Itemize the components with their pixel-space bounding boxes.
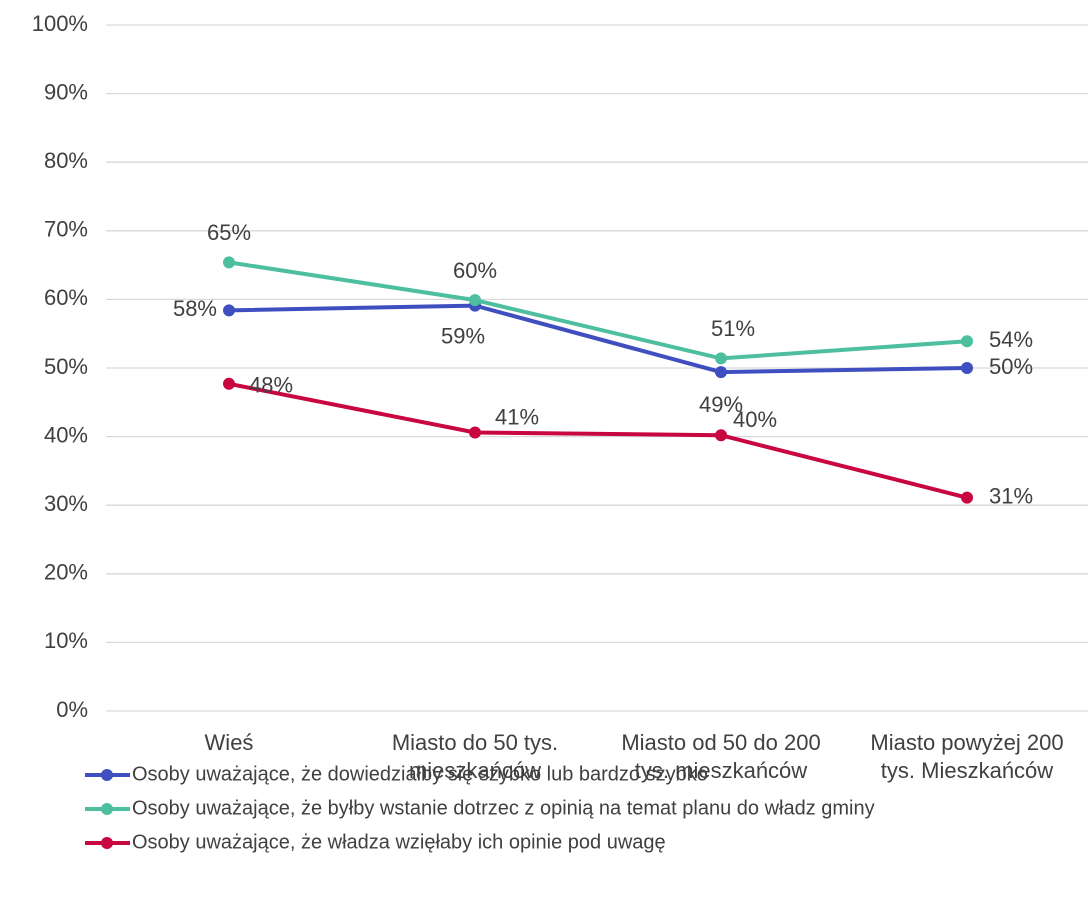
data-label: 40% (733, 407, 777, 432)
data-label: 50% (989, 354, 1033, 379)
point (961, 335, 973, 348)
y-tick-label: 60% (44, 285, 88, 310)
legend-marker (101, 769, 113, 781)
y-tick-label: 70% (44, 217, 88, 242)
y-tick-label: 40% (44, 422, 88, 447)
point (223, 256, 235, 269)
y-tick-label: 80% (44, 148, 88, 173)
x-tick-label: Miasto od 50 do 200 (621, 730, 820, 755)
point (961, 491, 973, 504)
data-label: 48% (249, 373, 293, 398)
data-label: 51% (711, 316, 755, 341)
legend-marker (101, 837, 113, 849)
series-line (228, 260, 968, 361)
y-tick-label: 0% (56, 697, 88, 722)
point (715, 429, 727, 442)
series-line (228, 381, 968, 500)
point (469, 426, 481, 439)
point (223, 377, 235, 390)
x-tick-label: Miasto do 50 tys. (392, 730, 558, 755)
point (469, 294, 481, 307)
point (961, 362, 973, 374)
data-label: 31% (989, 483, 1033, 508)
y-tick-label: 90% (44, 79, 88, 104)
point (223, 304, 235, 317)
y-tick-label: 30% (44, 491, 88, 516)
y-tick-label: 20% (44, 560, 88, 585)
legend-label: Osoby uważające, że dowiedziałby się szy… (132, 763, 708, 785)
legend-marker (101, 803, 113, 815)
x-tick-label: Wieś (205, 730, 254, 755)
data-label: 59% (441, 323, 485, 348)
x-tick-label: tys. Mieszkańców (881, 758, 1053, 783)
legend-label: Osoby uważające, że władza wzięłaby ich … (132, 831, 666, 853)
legend-label: Osoby uważające, że byłby wstanie dotrze… (132, 797, 875, 819)
x-tick-label: Miasto powyżej 200 (870, 730, 1063, 755)
data-label: 49% (699, 392, 743, 417)
series-line (228, 303, 968, 375)
data-label: 60% (453, 258, 497, 283)
y-tick-label: 100% (32, 11, 88, 36)
point (715, 352, 727, 365)
x-tick-label: mieszkańców (409, 758, 541, 783)
data-label: 54% (989, 327, 1033, 352)
data-label: 65% (207, 220, 251, 245)
point (715, 366, 727, 379)
data-label: 58% (173, 296, 217, 321)
y-tick-label: 10% (44, 628, 88, 653)
y-tick-label: 50% (44, 354, 88, 379)
data-label: 41% (495, 404, 539, 429)
x-tick-label: tys. mieszkańców (635, 758, 807, 783)
